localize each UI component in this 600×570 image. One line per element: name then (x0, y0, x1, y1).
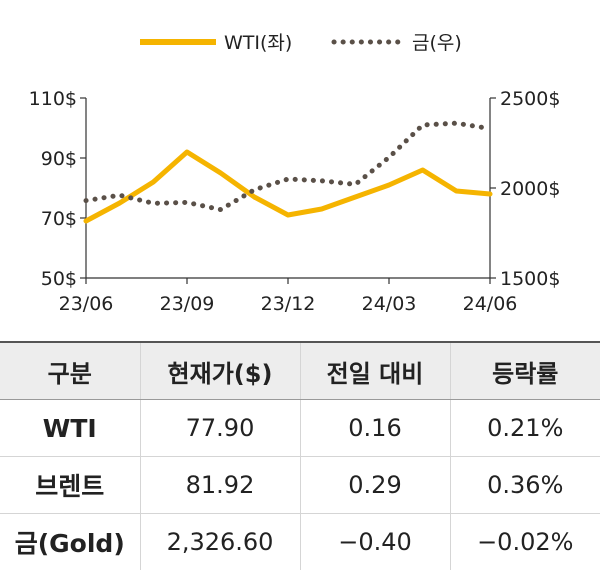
right-tick-label: 2500$ (500, 88, 560, 110)
right-tick-label: 2000$ (500, 178, 560, 200)
price-chart: 50$ 70$ 90$ 110$ 1500$ 2000$ 2500$ 23/06 23/09 23… (0, 0, 600, 330)
row-change: 0.29 (300, 457, 450, 514)
series-line-wti (86, 152, 490, 221)
row-rate: 0.21% (450, 400, 600, 457)
row-name: 금(Gold) (0, 514, 140, 570)
right-tick-label: 1500$ (500, 268, 560, 290)
row-rate: −0.02% (450, 514, 600, 570)
table-row: 브렌트 81.92 0.29 0.36% (0, 457, 600, 514)
row-change: −0.40 (300, 514, 450, 570)
left-tick-label: 90$ (41, 148, 77, 170)
row-price: 2,326.60 (140, 514, 300, 570)
series-line-gold (86, 123, 490, 209)
x-tick-label: 23/06 (59, 293, 114, 315)
price-table: 구분 현재가($) 전일 대비 등락률 WTI 77.90 0.16 0.21%… (0, 341, 600, 570)
left-tick-label: 50$ (41, 268, 77, 290)
legend-label-wti: WTI(좌) (224, 32, 292, 54)
header-category: 구분 (0, 342, 140, 400)
x-tick-label: 24/03 (362, 293, 417, 315)
row-price: 77.90 (140, 400, 300, 457)
x-tick-label: 23/12 (261, 293, 316, 315)
row-price: 81.92 (140, 457, 300, 514)
legend-label-gold: 금(우) (412, 32, 462, 54)
row-change: 0.16 (300, 400, 450, 457)
table-row: 금(Gold) 2,326.60 −0.40 −0.02% (0, 514, 600, 570)
left-tick-label: 70$ (41, 208, 77, 230)
row-rate: 0.36% (450, 457, 600, 514)
header-change-rate: 등락률 (450, 342, 600, 400)
x-tick-label: 24/06 (463, 293, 518, 315)
row-name: WTI (0, 400, 140, 457)
header-day-change: 전일 대비 (300, 342, 450, 400)
table-row: WTI 77.90 0.16 0.21% (0, 400, 600, 457)
x-tick-label: 23/09 (160, 293, 215, 315)
row-name: 브렌트 (0, 457, 140, 514)
left-tick-label: 110$ (29, 88, 77, 110)
table-header-row: 구분 현재가($) 전일 대비 등락률 (0, 342, 600, 400)
chart-area: 50$ 70$ 90$ 110$ 1500$ 2000$ 2500$ 23/06 23/09 23… (0, 0, 600, 330)
header-current-price: 현재가($) (140, 342, 300, 400)
